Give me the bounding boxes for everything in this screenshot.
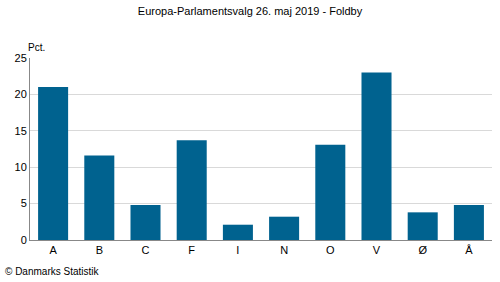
svg-text:Pct.: Pct. — [28, 42, 45, 53]
svg-text:I: I — [236, 244, 239, 256]
svg-text:5: 5 — [21, 197, 27, 209]
svg-text:V: V — [373, 244, 381, 256]
svg-text:N: N — [280, 244, 288, 256]
svg-text:© Danmarks Statistik: © Danmarks Statistik — [5, 266, 100, 277]
svg-text:F: F — [188, 244, 195, 256]
svg-text:Å: Å — [465, 244, 473, 256]
svg-text:A: A — [49, 244, 57, 256]
svg-text:Europa-Parlamentsvalg 26. maj: Europa-Parlamentsvalg 26. maj 2019 - Fol… — [138, 5, 363, 17]
svg-text:B: B — [96, 244, 103, 256]
svg-text:10: 10 — [15, 161, 27, 173]
svg-text:20: 20 — [15, 88, 27, 100]
svg-text:Ø: Ø — [418, 244, 427, 256]
svg-text:0: 0 — [21, 234, 27, 246]
svg-text:15: 15 — [15, 125, 27, 137]
svg-text:O: O — [326, 244, 335, 256]
svg-text:C: C — [142, 244, 150, 256]
svg-text:25: 25 — [15, 52, 27, 64]
